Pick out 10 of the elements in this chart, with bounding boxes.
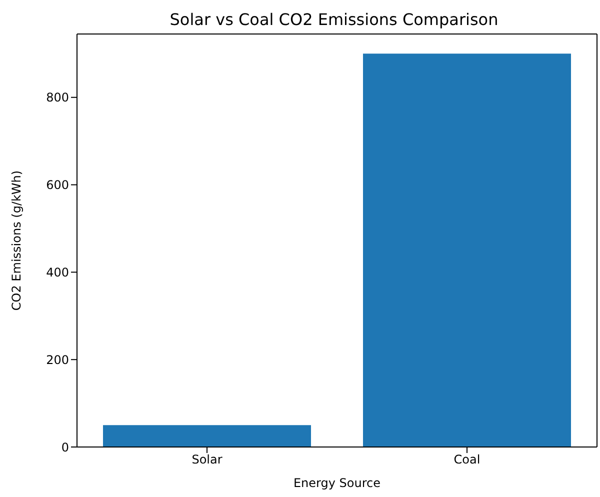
y-tick-label: 0	[61, 440, 69, 454]
y-axis-title: CO2 Emissions (g/kWh)	[9, 170, 24, 311]
y-tick-label: 400	[46, 265, 69, 280]
x-tick-label: Solar	[192, 452, 222, 467]
y-tick-label: 200	[46, 352, 69, 367]
chart-title: Solar vs Coal CO2 Emissions Comparison	[168, 9, 500, 31]
x-axis-title: Energy Source	[293, 476, 381, 490]
y-tick-label: 800	[46, 90, 69, 105]
y-tick-label: 600	[46, 178, 69, 192]
x-tick-label: Coal	[454, 452, 480, 467]
